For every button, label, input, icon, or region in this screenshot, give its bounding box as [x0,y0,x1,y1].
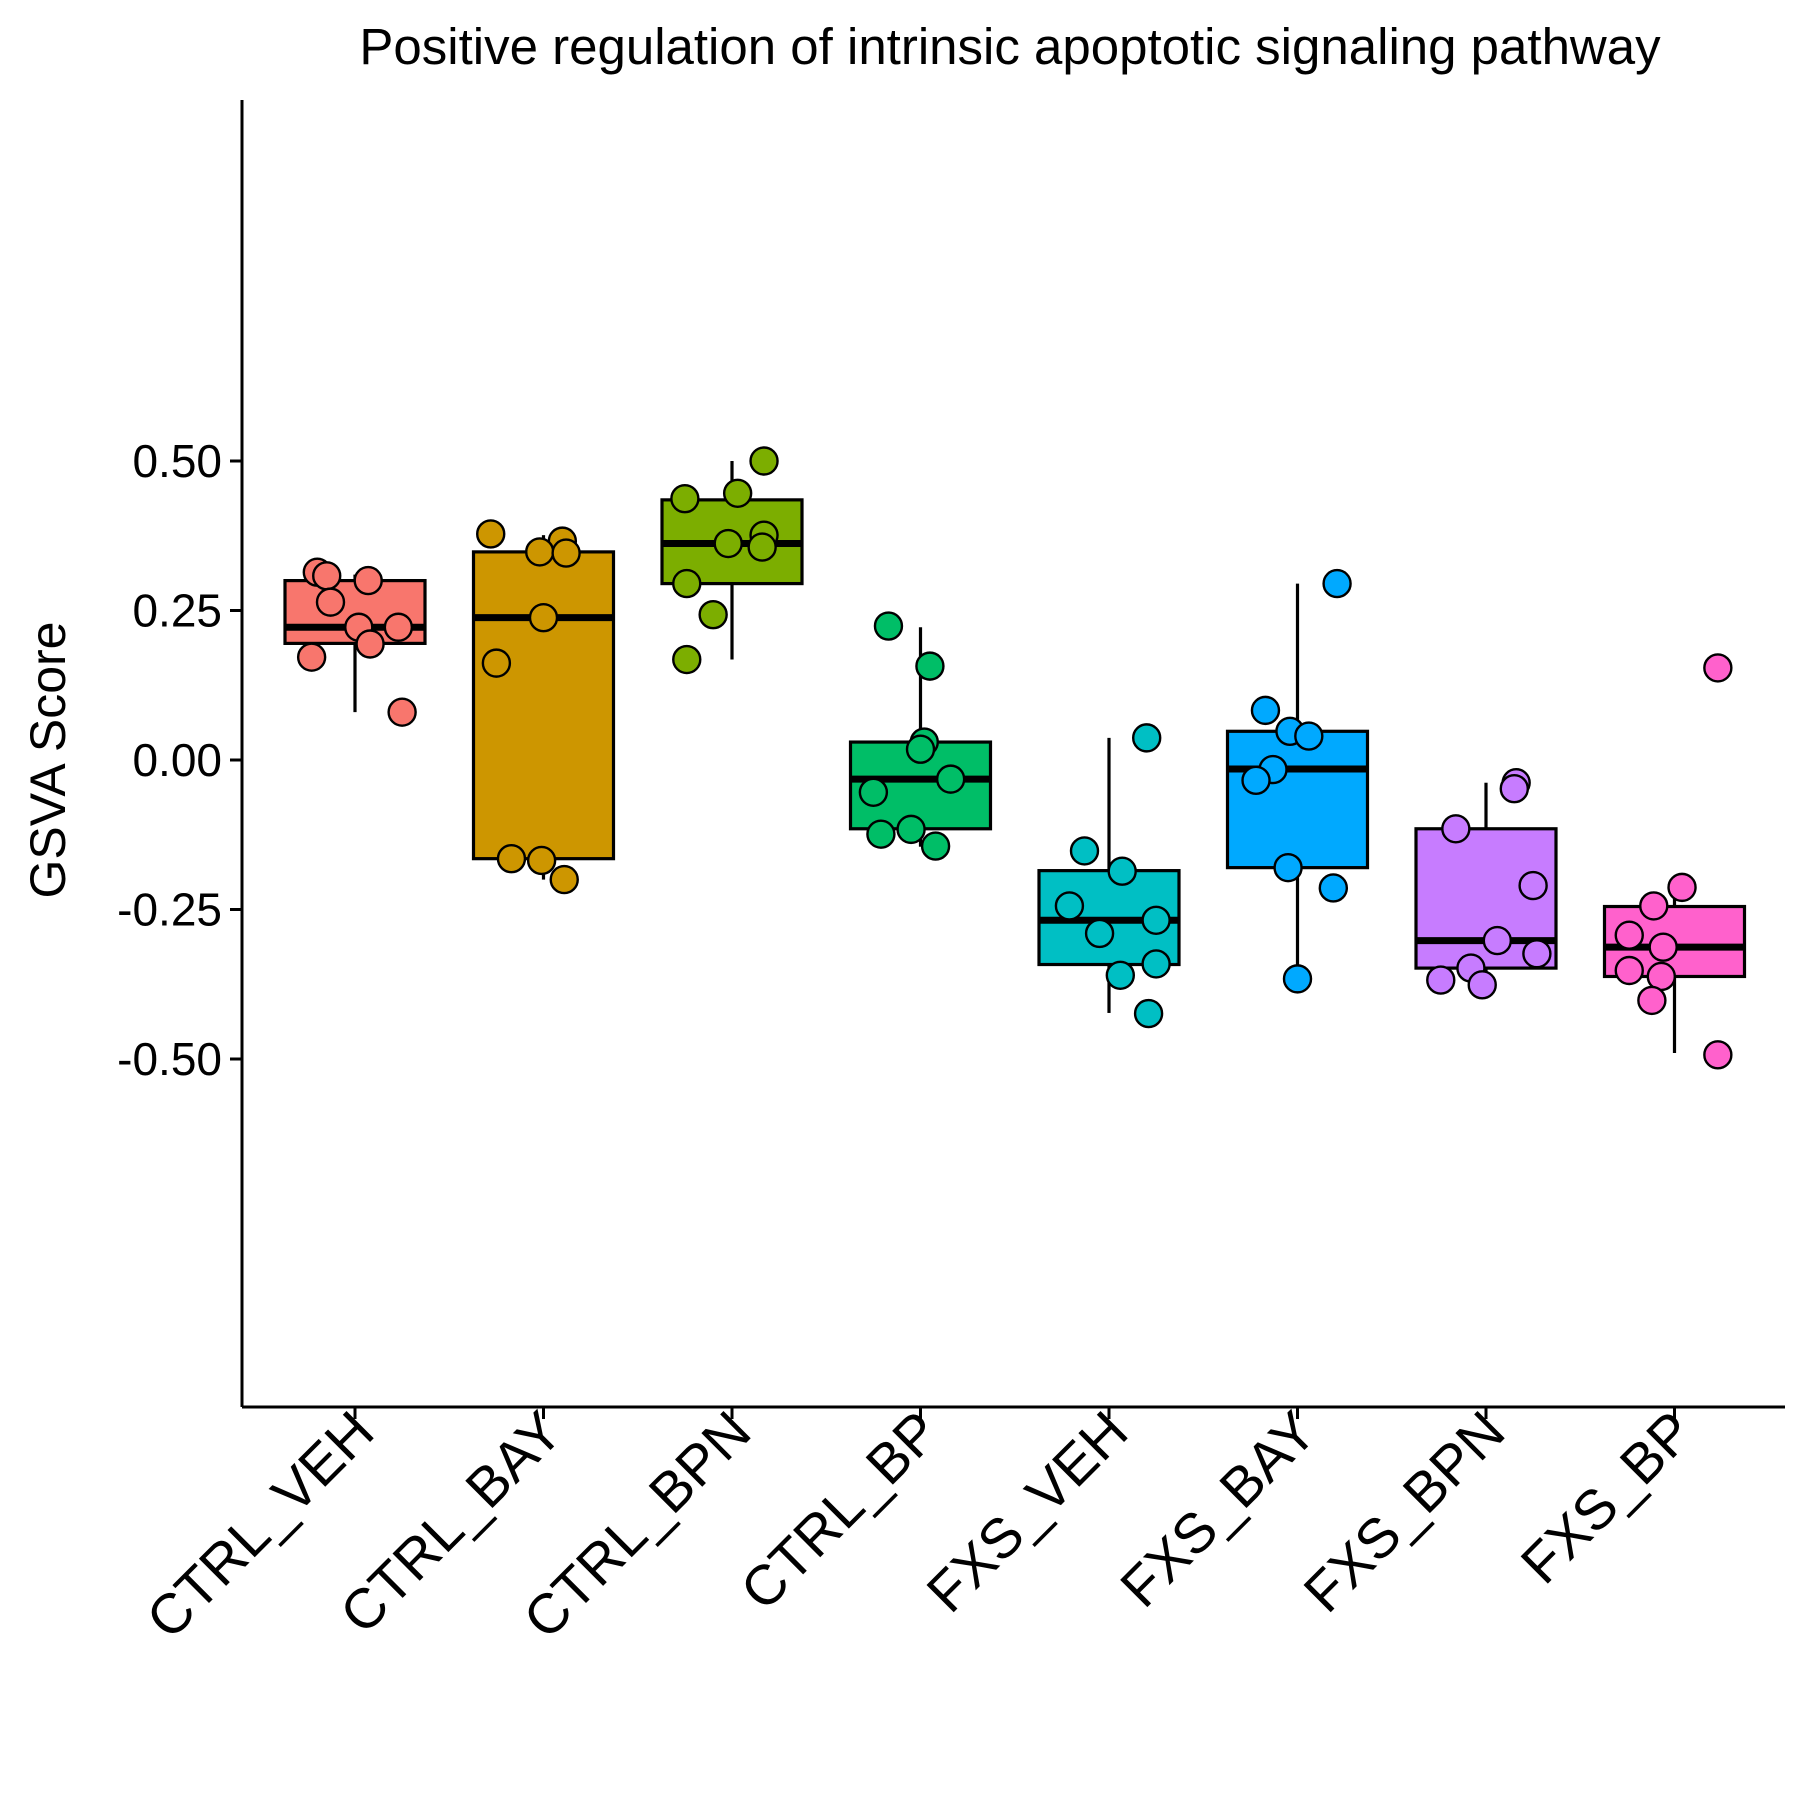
data-point [1426,965,1456,995]
data-point [935,764,966,794]
data-point [1084,918,1115,949]
data-point [1141,949,1171,979]
group-ctrl-bp [848,611,993,861]
data-point [858,777,889,807]
data-point [1522,939,1552,969]
x-tick-label: CTRL_BP [728,1399,951,1622]
data-point [383,612,414,642]
data-point [866,819,896,849]
data-point [915,651,945,681]
data-point [873,611,904,641]
box [471,550,616,861]
group-ctrl-bpn [660,446,804,675]
x-tick-label: FXS_BAY [1108,1399,1328,1619]
data-point [698,599,728,630]
data-point [1667,872,1697,903]
y-tick-label: 0.50 [132,435,222,487]
data-point [387,697,417,727]
data-point [1107,856,1137,886]
group-fxs-bp [1602,653,1747,1070]
data-point [672,644,702,675]
data-point [496,843,527,874]
data-point [1499,774,1529,804]
data-point [1141,905,1171,935]
group-fxs-bay [1225,568,1370,994]
data-point [722,478,753,508]
y-tick-label: -0.50 [117,1033,222,1085]
x-tick-label: FXS_VEH [914,1399,1139,1624]
data-point [670,483,700,514]
y-axis-label: GSVA Score [20,622,76,899]
data-point [905,734,936,764]
data-point [481,648,512,678]
data-point [1518,870,1548,901]
data-point [315,587,346,617]
group-fxs-bpn [1414,768,1558,1000]
y-tick-label: 0.00 [132,734,222,786]
data-point [1273,852,1303,883]
data-point [896,814,926,845]
data-point [1482,925,1513,956]
chart-title: Positive regulation of intrinsic apoptot… [359,18,1661,75]
y-tick-label: 0.25 [132,585,222,637]
data-point [549,864,579,895]
data-point [526,845,557,876]
data-point [551,538,581,568]
data-point [1441,814,1471,844]
data-point [353,565,383,596]
data-point [1105,960,1136,990]
data-point [525,537,555,567]
data-point [312,561,342,591]
data-point [1054,891,1085,921]
data-point [1637,985,1667,1016]
box [1225,729,1370,870]
data-point [1282,964,1313,994]
data-point [1648,932,1678,962]
data-point [747,532,777,562]
x-tick-label: FXS_BP [1509,1399,1705,1595]
y-tick-label: -0.25 [117,884,222,936]
data-point [1241,765,1271,796]
group-fxs-veh [1037,723,1181,1029]
data-point [476,519,506,549]
group-ctrl-veh [283,557,427,727]
plot-area [283,446,1747,1070]
data-point [355,629,385,659]
data-point [920,831,951,861]
x-tick-label: FXS_BPN [1291,1399,1516,1624]
group-ctrl-bay [471,519,616,895]
data-point [1614,955,1644,986]
data-point [1250,695,1281,726]
data-point [1131,723,1162,753]
data-point [713,528,743,559]
data-point [528,602,559,633]
data-point [1318,873,1349,903]
data-point [1069,836,1100,866]
data-point [1322,568,1352,599]
data-point [1294,721,1324,751]
data-point [1467,970,1497,1000]
data-point [749,446,779,476]
data-point [672,568,702,599]
data-point [1703,1040,1733,1070]
data-point [1133,998,1164,1029]
data-point [1639,891,1669,921]
data-point [1614,920,1644,950]
data-point [1703,653,1733,683]
data-point [296,642,327,672]
